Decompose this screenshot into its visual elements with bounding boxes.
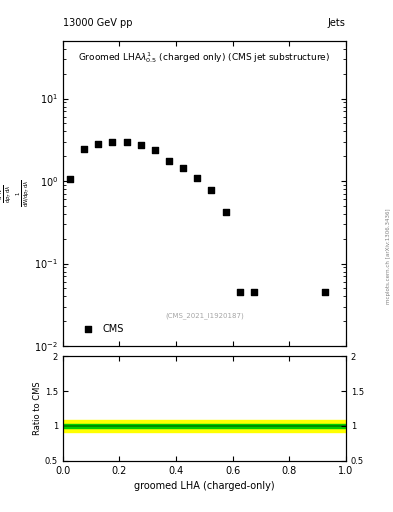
Point — [237, 288, 243, 296]
Point — [85, 281, 92, 289]
Point — [222, 208, 229, 216]
Point — [321, 288, 328, 296]
Point — [251, 288, 257, 296]
Bar — [63, 420, 346, 432]
Point — [166, 157, 172, 165]
Y-axis label: Ratio to CMS: Ratio to CMS — [33, 382, 42, 435]
Text: Jets: Jets — [328, 18, 346, 28]
Text: mcplots.cern.ch [arXiv:1306.3436]: mcplots.cern.ch [arXiv:1306.3436] — [386, 208, 391, 304]
Point — [123, 138, 130, 146]
Point — [194, 174, 200, 182]
Point — [95, 139, 101, 147]
Point — [208, 186, 215, 194]
Point — [152, 146, 158, 155]
Y-axis label: $\frac{\mathrm{d}^2N}{\mathrm{d}p_T\,\mathrm{d}\lambda}$
$\frac{1}{\mathrm{d}N /: $\frac{\mathrm{d}^2N}{\mathrm{d}p_T\,\ma… — [0, 180, 31, 207]
Point — [138, 141, 144, 149]
Text: Groomed LHA$\lambda^{1}_{0.5}$ (charged only) (CMS jet substructure): Groomed LHA$\lambda^{1}_{0.5}$ (charged … — [78, 50, 331, 65]
Bar — [63, 424, 346, 428]
X-axis label: groomed LHA (charged-only): groomed LHA (charged-only) — [134, 481, 275, 491]
Point — [81, 145, 87, 153]
Point — [180, 164, 186, 172]
Text: (CMS_2021_I1920187): (CMS_2021_I1920187) — [165, 312, 244, 319]
Text: 13000 GeV pp: 13000 GeV pp — [63, 18, 132, 28]
Text: CMS: CMS — [103, 324, 124, 334]
Point — [67, 175, 73, 183]
Point — [109, 138, 116, 146]
